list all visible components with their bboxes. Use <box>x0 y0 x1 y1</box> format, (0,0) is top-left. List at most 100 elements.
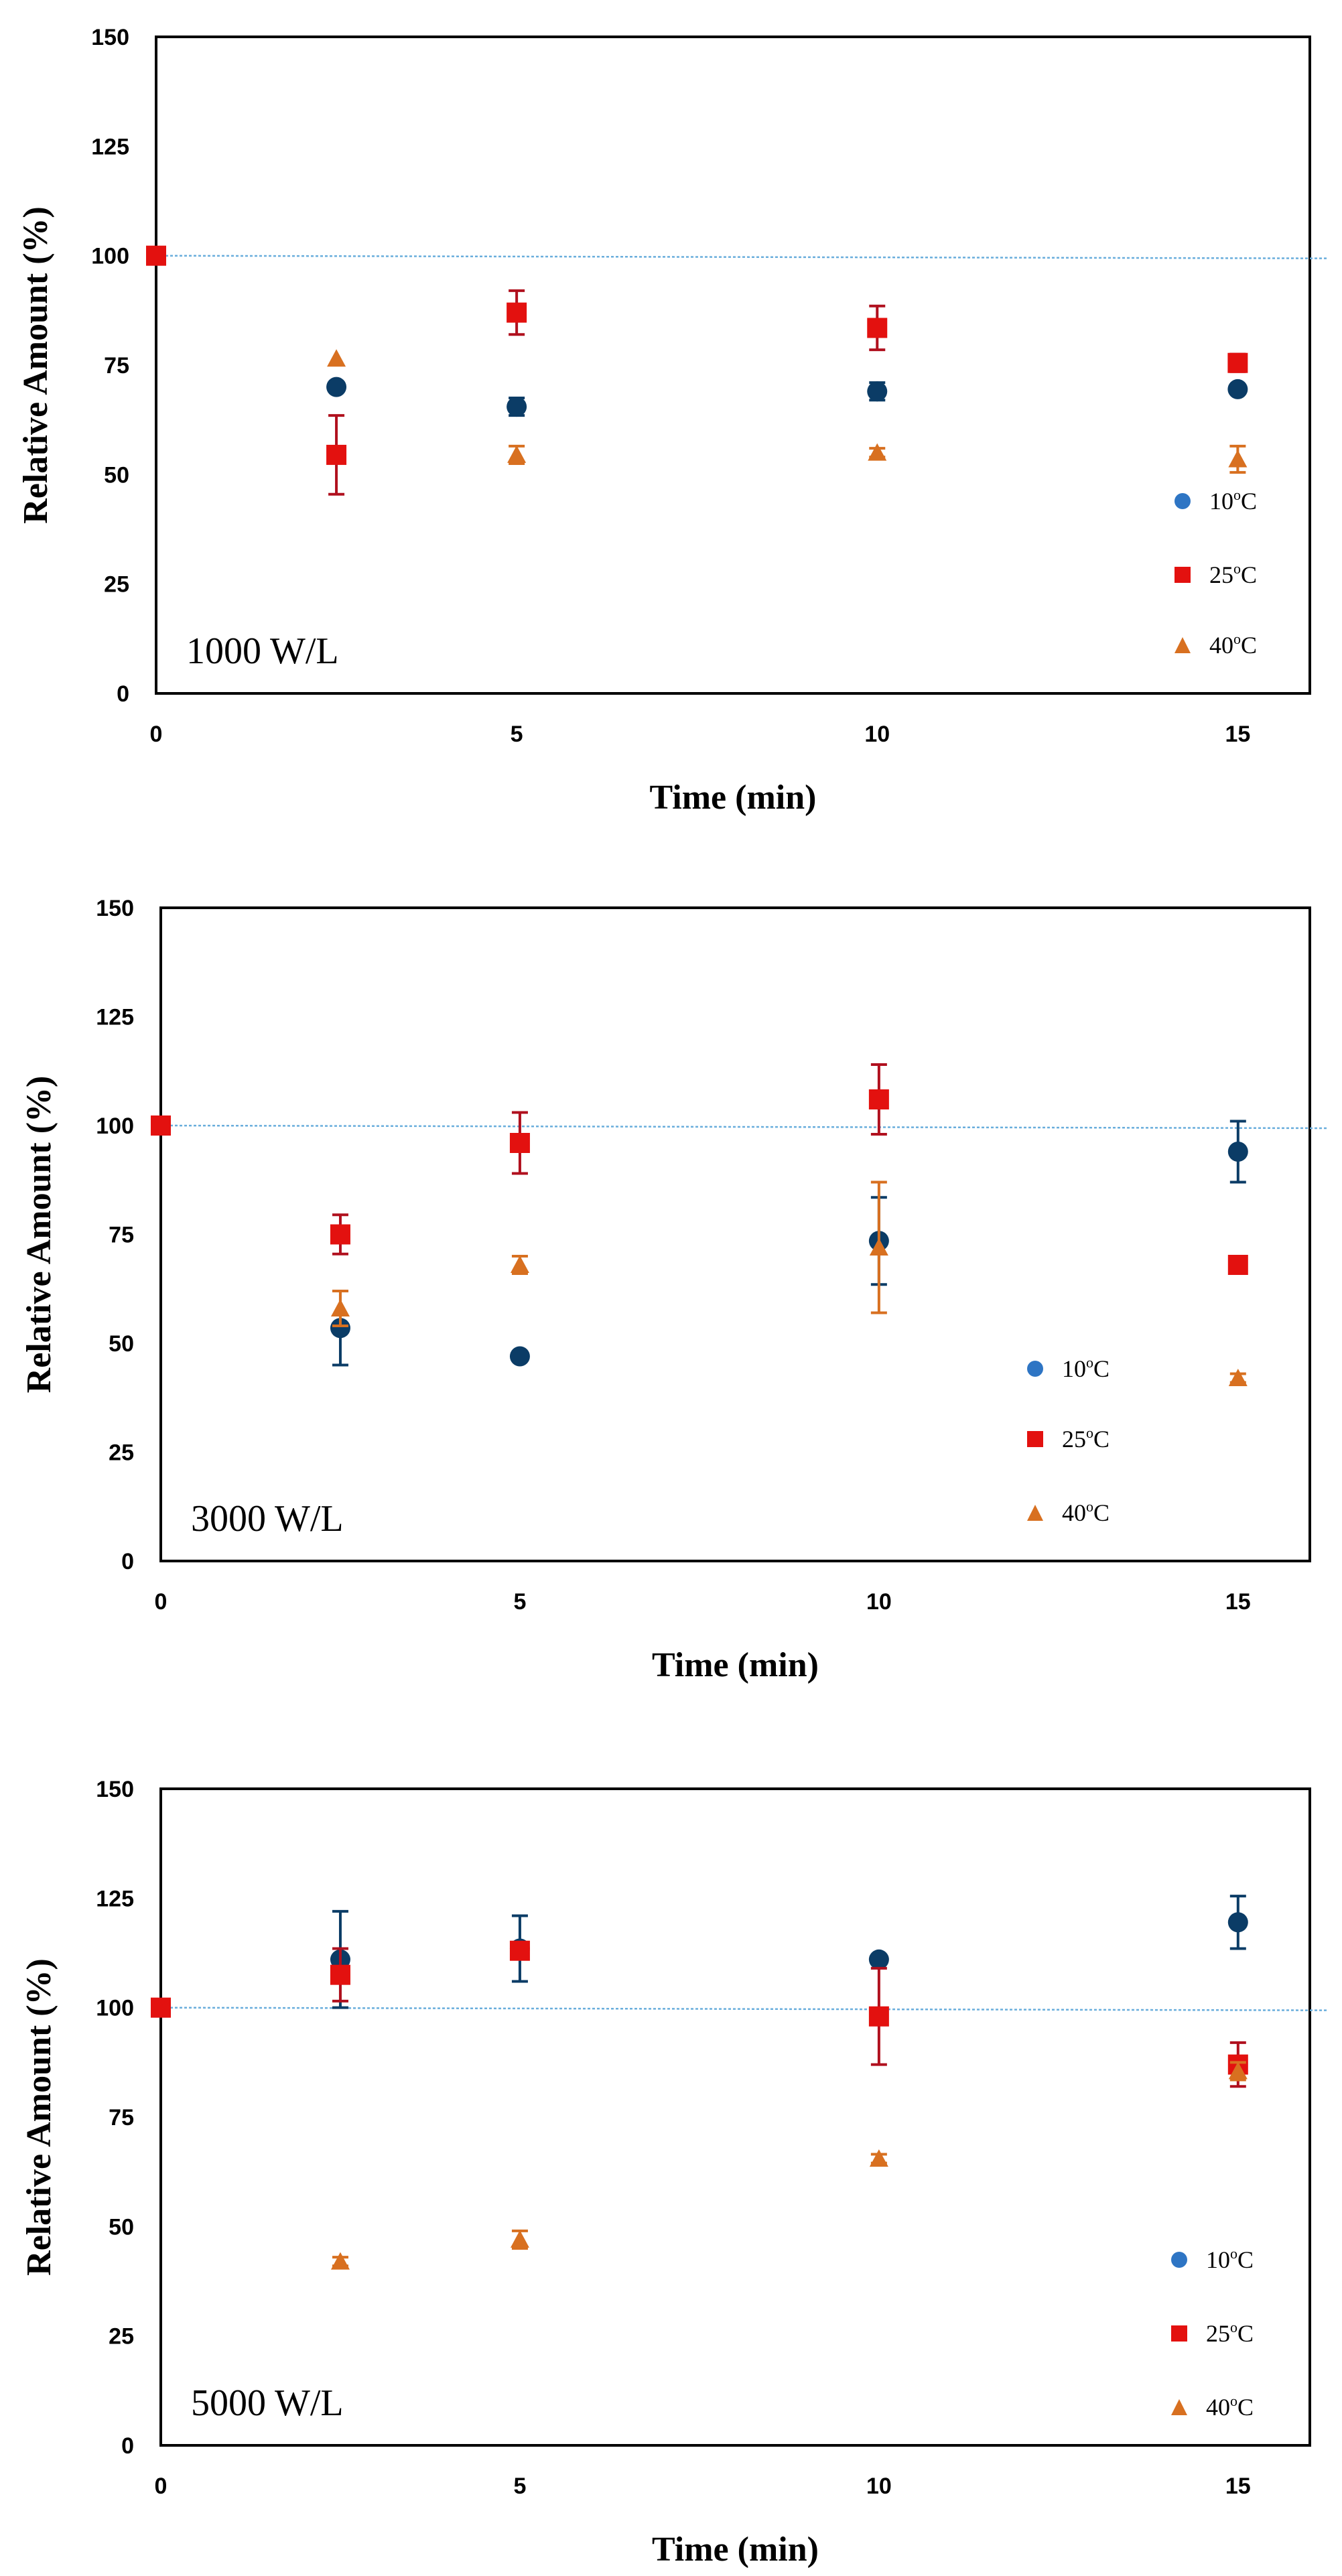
data-point-circle <box>868 1949 889 1970</box>
y-axis-title: Relative Amount (%) <box>17 206 55 524</box>
y-tick-label: 125 <box>91 134 129 159</box>
y-tick-label: 75 <box>104 353 129 379</box>
x-tick-label: 5 <box>513 1589 526 1615</box>
data-point-square <box>509 1940 530 1961</box>
data-point-circle <box>326 377 347 397</box>
plot-frame <box>159 906 1311 1562</box>
legend-entry: 10oC <box>1171 2245 1254 2273</box>
data-point-triangle <box>1228 2061 1248 2080</box>
legend-entry: 10oC <box>1175 486 1257 515</box>
data-point-circle <box>1227 1142 1248 1162</box>
data-point-square <box>1227 352 1248 373</box>
x-tick-label: 0 <box>155 1589 167 1615</box>
legend-entry: 10oC <box>1027 1354 1110 1382</box>
y-tick-label: 25 <box>104 572 129 598</box>
series-triangle <box>330 1180 1248 1386</box>
y-axis-title: Relative Amount (%) <box>20 1076 58 1394</box>
reference-line <box>155 255 1327 259</box>
series-circle <box>330 1120 1248 1367</box>
x-tick-label: 0 <box>150 722 163 747</box>
y-tick-label: 150 <box>91 25 129 50</box>
data-point-triangle <box>510 1256 529 1273</box>
legend-label: 25oC <box>1209 560 1257 588</box>
data-point-triangle <box>330 2252 350 2270</box>
data-point-triangle <box>330 1299 350 1316</box>
y-axis-title: Relative Amount (%) <box>20 1958 58 2276</box>
y-tick-label: 0 <box>121 1549 134 1574</box>
data-point-triangle <box>869 1238 888 1256</box>
y-tick-label: 75 <box>109 2105 134 2130</box>
series-circle <box>330 1895 1248 2009</box>
data-point-triangle <box>327 349 346 367</box>
data-point-triangle <box>507 445 527 463</box>
legend-entry: 25oC <box>1171 2319 1254 2347</box>
legend-label: 40oC <box>1209 630 1257 659</box>
legend-marker-circle <box>1171 2252 1187 2268</box>
legend-label: 10oC <box>1062 1354 1110 1382</box>
data-point-circle <box>330 1318 350 1339</box>
y-tick-label: 100 <box>96 1996 134 2021</box>
y-tick-label: 0 <box>117 681 129 707</box>
legend-entry: 40oC <box>1171 2392 1254 2421</box>
y-tick-label: 50 <box>109 1331 134 1357</box>
y-tick-label: 100 <box>91 244 129 269</box>
series-triangle <box>330 2061 1248 2270</box>
x-axis-title: Time (min) <box>652 2530 819 2569</box>
chart-panel-1: 0 25 50 75 100 125 150 0 5 10 15 Time (min) Relative… <box>17 25 1327 817</box>
legend-marker-square <box>1027 1431 1043 1447</box>
legend-label: 10oC <box>1209 486 1257 515</box>
legend-marker-triangle <box>1027 1505 1043 1521</box>
y-tick-label: 150 <box>96 896 134 921</box>
legend-entry: 25oC <box>1175 560 1257 588</box>
panel-label: 5000 W/L <box>191 2382 344 2424</box>
plot-frame <box>159 1787 1311 2447</box>
x-axis-title: Time (min) <box>650 778 817 817</box>
data-point-circle <box>1227 1912 1248 1933</box>
data-point-triangle <box>1228 450 1248 468</box>
data-point-square <box>1227 1255 1248 1275</box>
legend-marker-triangle <box>1175 637 1191 653</box>
y-tick-label: 150 <box>96 1777 134 1802</box>
x-tick-label: 10 <box>866 2473 892 2499</box>
data-point-square <box>330 1224 350 1245</box>
y-tick-label: 25 <box>109 2324 134 2350</box>
series-square <box>151 1063 1248 1275</box>
x-tick-label: 5 <box>511 722 523 747</box>
x-tick-label: 15 <box>1225 2473 1251 2499</box>
data-point-circle <box>507 397 527 417</box>
y-tick-label: 100 <box>96 1113 134 1139</box>
legend-label: 25oC <box>1206 2319 1254 2347</box>
data-point-circle <box>867 381 888 402</box>
legend-marker-triangle <box>1171 2399 1187 2415</box>
legend-entry: 40oC <box>1175 630 1257 659</box>
legend-marker-circle <box>1027 1361 1043 1377</box>
data-point-square <box>507 302 527 323</box>
legend-marker-square <box>1171 2325 1187 2342</box>
data-point-square <box>151 1997 171 2018</box>
data-point-circle <box>1227 379 1248 399</box>
chart-panel-2: 0 25 50 75 100 125 150 0 5 10 15 Time (min) Relative… <box>20 896 1327 1684</box>
series-square <box>151 1940 1248 2088</box>
x-tick-label: 5 <box>513 2473 526 2499</box>
series-triangle <box>327 349 1248 474</box>
legend-label: 40oC <box>1062 1498 1110 1526</box>
legend-entry: 25oC <box>1027 1424 1110 1452</box>
data-point-square <box>509 1133 530 1153</box>
x-tick-label: 0 <box>155 2473 167 2499</box>
y-tick-label: 125 <box>96 1886 134 1911</box>
x-tick-label: 15 <box>1225 1589 1251 1615</box>
data-point-square <box>330 1964 350 1985</box>
series-square <box>146 245 1248 496</box>
series-circle <box>326 377 1248 417</box>
data-point-square <box>868 1089 889 1109</box>
legend-marker-square <box>1175 567 1191 583</box>
y-tick-label: 25 <box>109 1440 134 1466</box>
reference-line <box>160 1124 1327 1130</box>
data-point-square <box>151 1115 171 1136</box>
legend-label: 40oC <box>1206 2392 1254 2421</box>
legend-entry: 40oC <box>1027 1498 1110 1526</box>
data-point-square <box>326 444 347 465</box>
plot-frame <box>155 36 1311 695</box>
y-tick-label: 125 <box>96 1005 134 1030</box>
